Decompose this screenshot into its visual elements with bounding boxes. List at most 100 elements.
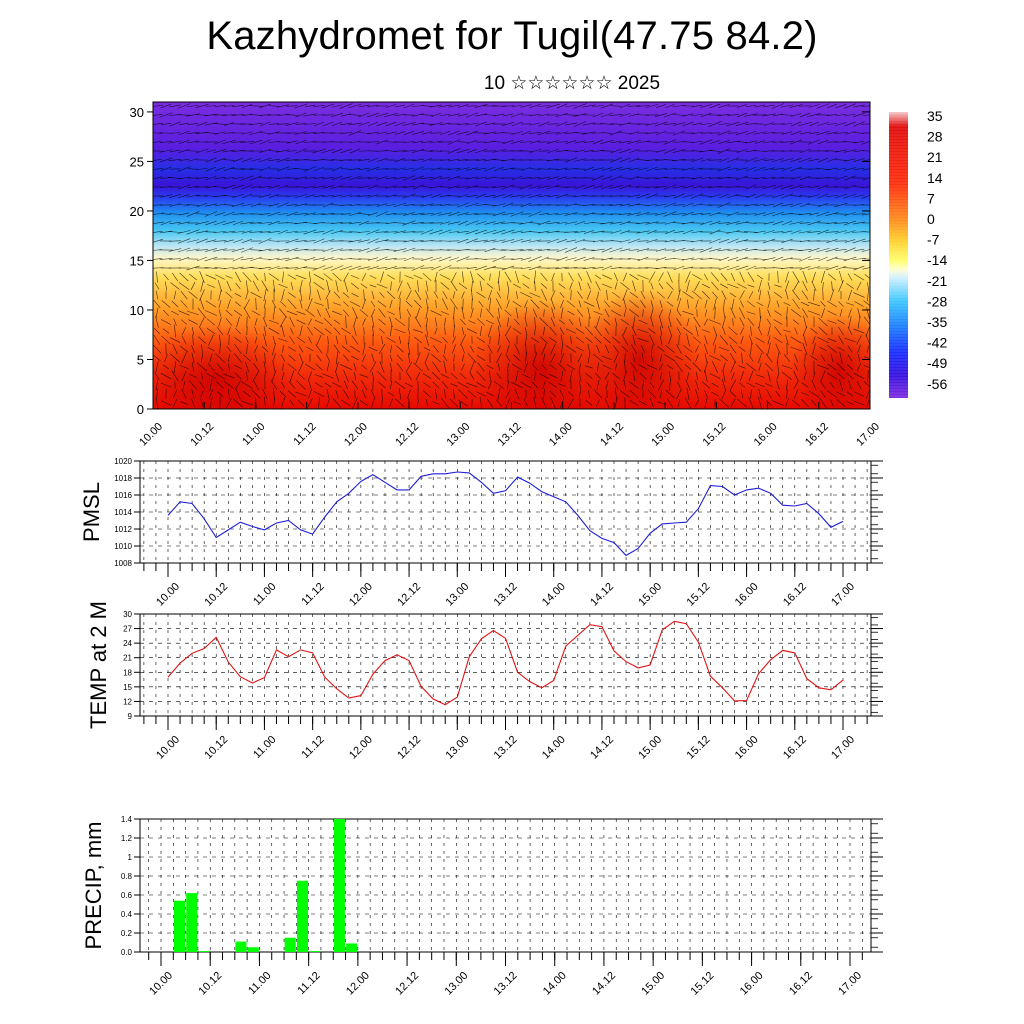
wind-vector [758, 315, 762, 329]
wind-vector [444, 389, 446, 399]
wind-vector [528, 256, 542, 262]
wind-vector [549, 326, 557, 336]
wind-vector [441, 298, 449, 310]
wind-vector [218, 289, 222, 301]
wind-vector [569, 369, 573, 383]
wind-vector [433, 291, 439, 299]
wind-vector [163, 273, 169, 281]
wind-vector [610, 140, 622, 144]
wind-vector [219, 344, 221, 354]
wind-vector [820, 354, 826, 362]
wind-vector [756, 274, 764, 280]
wind-vector [205, 274, 217, 280]
wind-vector [730, 272, 736, 282]
wind-vector [289, 399, 295, 407]
wind-vector [624, 360, 626, 374]
wind-vector [209, 378, 213, 392]
wind-vector [465, 238, 479, 244]
wind-vector [664, 354, 676, 362]
wind-vector [672, 104, 686, 108]
wind-vector [790, 202, 802, 208]
wind-vector [672, 248, 686, 252]
wind-vector [755, 374, 765, 378]
wind-vector [322, 177, 334, 179]
wind-vector [335, 361, 339, 373]
wind-vector [546, 221, 560, 225]
wind-vector [156, 271, 158, 283]
wind-vector [217, 391, 223, 397]
x-tick-label: 17.00 [836, 970, 864, 998]
wind-vector [351, 282, 359, 290]
wind-vector [835, 122, 847, 126]
wind-vector [655, 248, 667, 252]
wind-vector [744, 177, 758, 179]
wind-vector [345, 315, 347, 329]
wind-vector [375, 112, 389, 118]
wind-vector [772, 140, 784, 144]
wind-vector [627, 139, 641, 145]
wind-vector [772, 221, 784, 225]
wind-vector [817, 193, 829, 199]
wind-vector [704, 335, 708, 345]
wind-vector [744, 231, 758, 233]
wind-vector [178, 130, 190, 136]
wind-vector [245, 336, 249, 344]
x-tick-label: 11.00 [251, 581, 278, 608]
colorbar-label: -14 [927, 252, 947, 268]
wind-vector [240, 221, 254, 225]
wind-vector [493, 381, 505, 389]
wind-vector [646, 166, 658, 172]
wind-vector [596, 344, 600, 354]
colorbar-label: -56 [927, 376, 947, 392]
wind-vector [794, 389, 798, 399]
wind-vector [224, 122, 234, 126]
wind-vector [280, 354, 286, 362]
wind-vector [476, 381, 486, 389]
y-tick-label: 0 [137, 402, 144, 417]
wind-vector [641, 379, 645, 391]
wind-vector [771, 193, 785, 199]
wind-vector [602, 355, 612, 361]
wind-vector [296, 311, 306, 315]
wind-vector [515, 369, 519, 383]
wind-vector [179, 122, 189, 126]
wind-vector [838, 270, 844, 284]
y-tick-label: 1020 [114, 457, 132, 466]
wind-vector [394, 230, 406, 234]
wind-vector [556, 239, 568, 243]
wind-vector [844, 131, 856, 135]
wind-vector [420, 114, 434, 116]
wind-vector [551, 307, 555, 319]
wind-vector [528, 148, 542, 154]
wind-vector [321, 148, 335, 154]
wind-vector [691, 185, 703, 189]
wind-vector [727, 157, 739, 163]
wind-vector [506, 299, 510, 309]
wind-vector [638, 319, 648, 325]
wind-vector [726, 211, 740, 217]
wind-vector [389, 354, 393, 362]
wind-vector [610, 148, 622, 154]
wind-vector [699, 247, 713, 253]
wind-vector [214, 157, 226, 163]
wind-vector [484, 114, 496, 116]
wind-vector [704, 309, 708, 317]
wind-vector [493, 221, 505, 225]
wind-vector [367, 105, 379, 107]
wind-vector [469, 372, 475, 380]
wind-vector [541, 363, 547, 371]
wind-vector [485, 176, 495, 180]
wind-vector [513, 283, 521, 289]
wind-vector [605, 380, 609, 390]
wind-vector [421, 168, 433, 170]
wind-vector [255, 297, 257, 311]
wind-vector [790, 121, 802, 127]
wind-vector [530, 299, 540, 309]
wind-vector [197, 307, 207, 319]
wind-vector [709, 221, 721, 225]
wind-vector [665, 389, 675, 399]
wind-vector [583, 257, 595, 261]
wind-vector [722, 370, 726, 382]
wind-vector [637, 256, 649, 262]
wind-vector [465, 167, 479, 171]
